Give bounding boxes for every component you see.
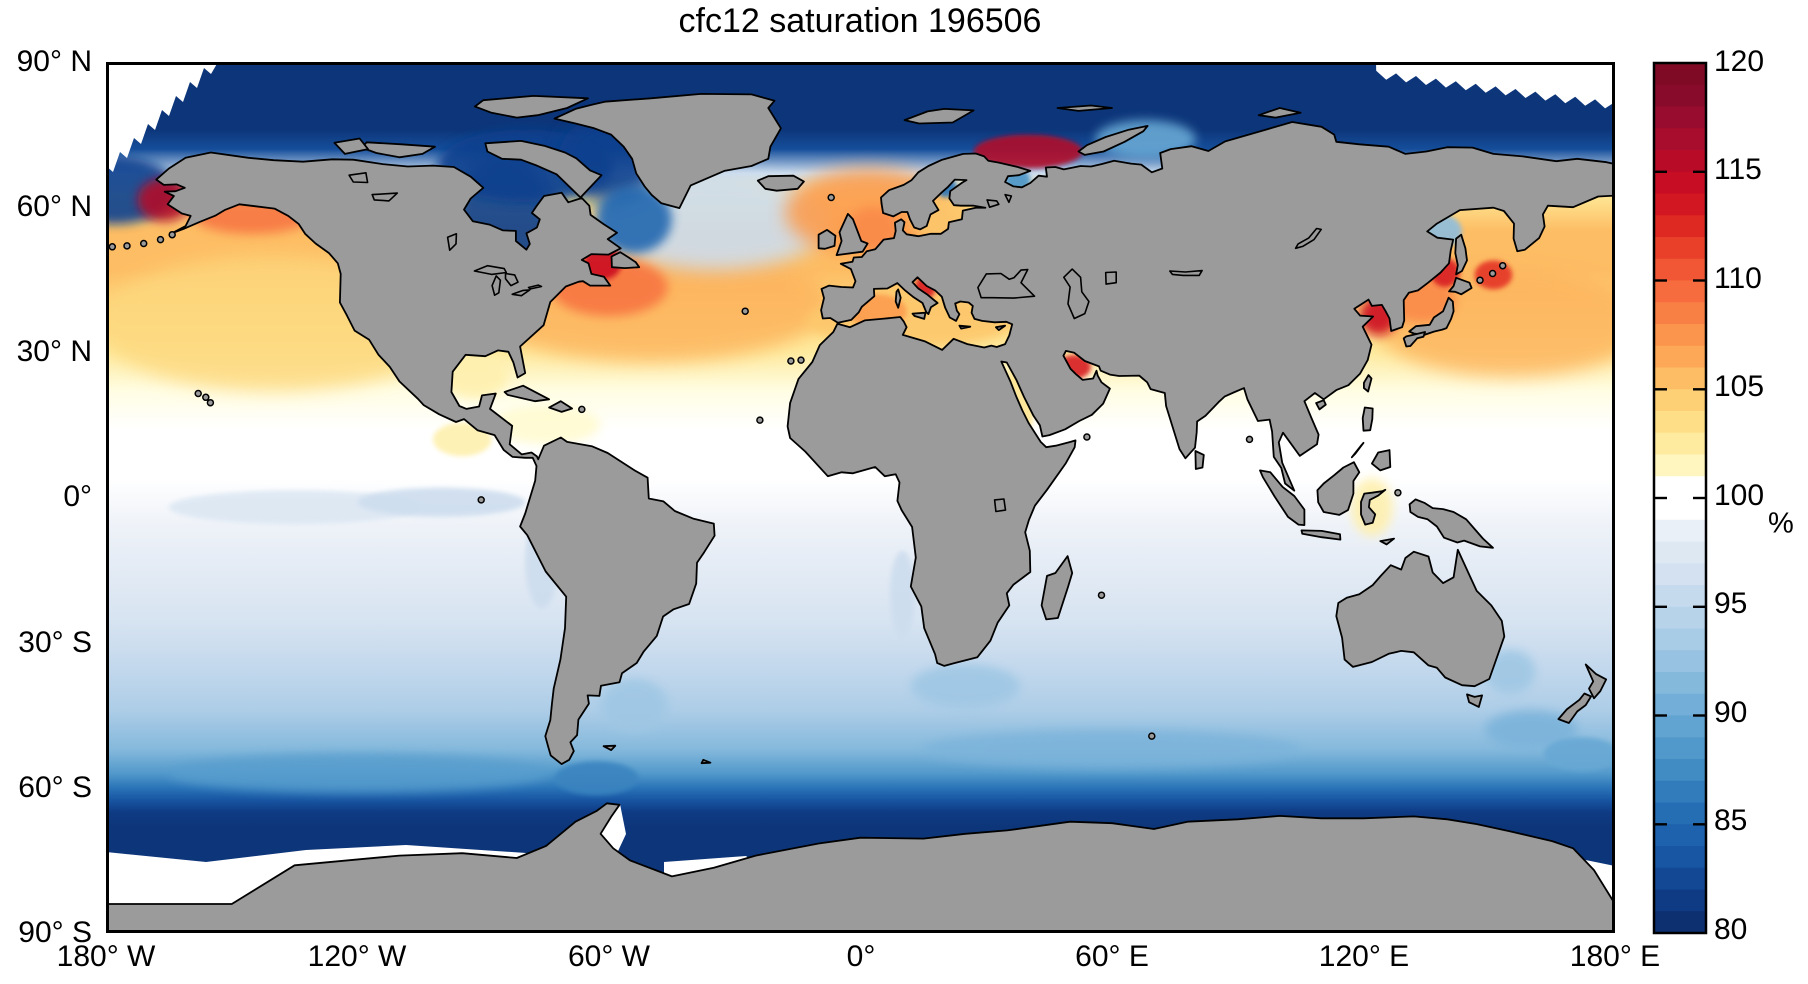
colorbar-tick-label: 85 [1714,804,1748,837]
lon-tick-label: 120° W [307,940,407,973]
lon-tick-label: 180° W [56,940,156,973]
colorbar-tick-label: 100 [1714,479,1765,512]
colorbar-tick-label: 95 [1714,587,1748,620]
lat-tick-label: 60° S [18,771,92,804]
lat-tick-label: 90° N [16,45,92,78]
lon-tick-label: 180° E [1569,940,1661,973]
latitude-axis: 90° N 60° N 30° N 0° 30° S 60° S 90° S [0,0,98,984]
colorbar-tick-label: 110 [1714,262,1762,295]
lon-tick-label: 0° [846,940,876,973]
lat-tick-label: 90° S [18,916,92,949]
lon-tick-label: 60° E [1075,940,1149,973]
colorbar-tick-label: 80 [1714,913,1748,946]
lat-tick-label: 60° N [16,190,92,223]
plot-title: cfc12 saturation 196506 [678,2,1042,40]
lat-tick-label: 30° S [18,626,92,659]
world-map-plot [106,62,1615,933]
colorbar-tick-label: 90 [1714,696,1748,729]
colorbar-unit-label: % [1768,507,1794,540]
lat-tick-label: 30° N [16,335,92,368]
colorbar [1652,61,1708,935]
lon-tick-label: 60° W [567,940,651,973]
colorbar-tick-label: 105 [1714,370,1765,403]
lat-tick-label: 0° [63,480,92,513]
lon-tick-label: 120° E [1318,940,1410,973]
colorbar-tick-label: 120 [1714,45,1765,78]
colorbar-tick-label: 115 [1714,153,1762,186]
